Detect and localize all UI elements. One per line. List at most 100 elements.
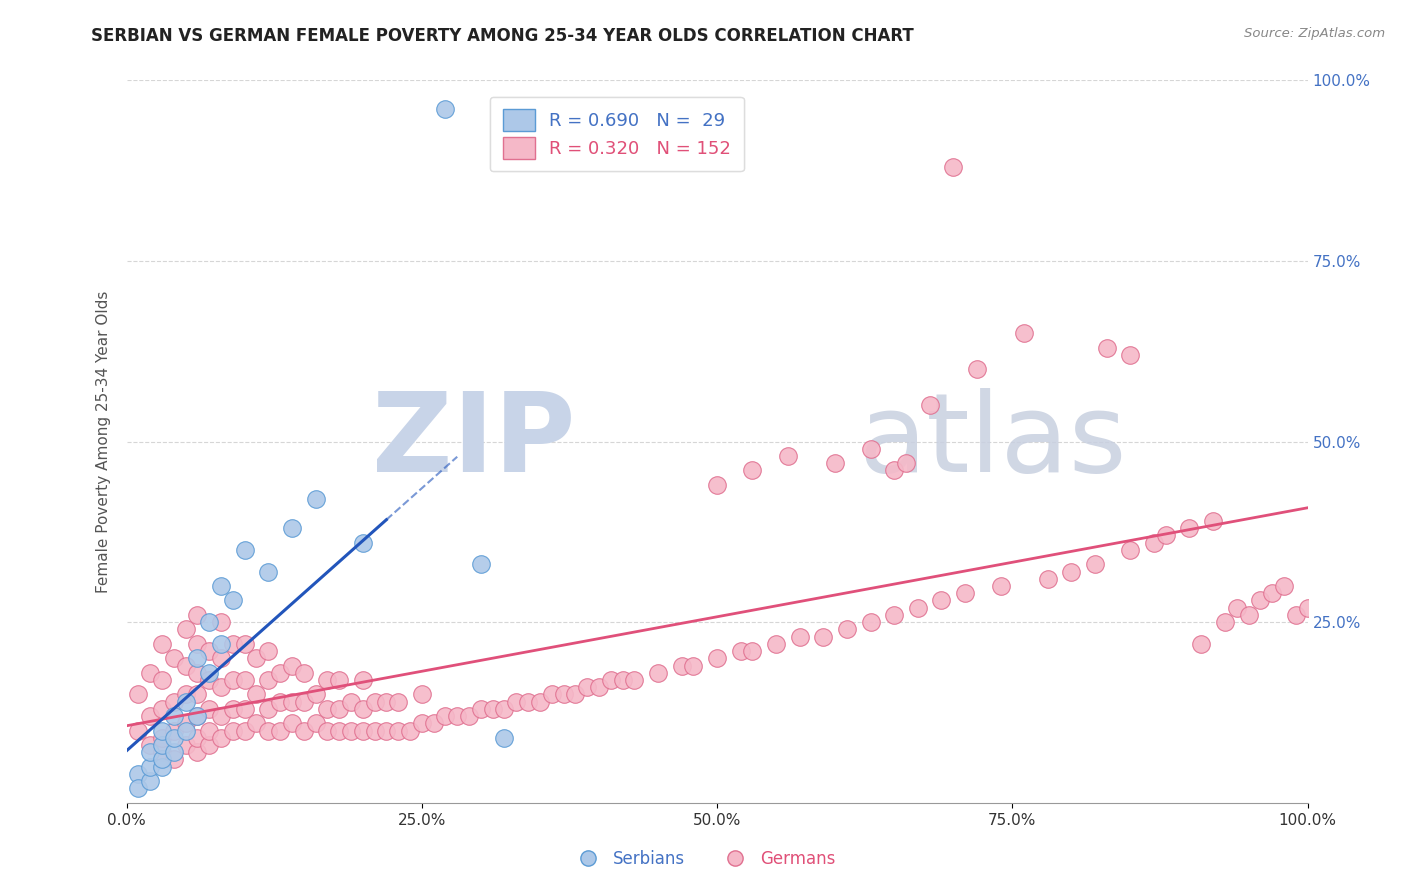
Point [186, 687, 208, 701]
Point [352, 535, 374, 549]
Point [1119, 348, 1142, 362]
Point [564, 687, 586, 701]
Point [599, 673, 621, 687]
Point [186, 651, 208, 665]
Point [209, 579, 232, 593]
Point [257, 673, 280, 687]
Point [233, 723, 256, 738]
Point [269, 723, 291, 738]
Point [883, 463, 905, 477]
Point [387, 723, 409, 738]
Point [1060, 565, 1083, 579]
Point [411, 716, 433, 731]
Point [470, 558, 492, 572]
Point [139, 774, 162, 789]
Point [1036, 572, 1059, 586]
Point [209, 637, 232, 651]
Point [198, 738, 221, 752]
Point [281, 658, 304, 673]
Point [623, 673, 645, 687]
Y-axis label: Female Poverty Among 25-34 Year Olds: Female Poverty Among 25-34 Year Olds [96, 291, 111, 592]
Point [163, 752, 186, 766]
Point [209, 709, 232, 723]
Point [422, 716, 444, 731]
Point [245, 716, 267, 731]
Point [304, 716, 326, 731]
Point [706, 651, 728, 665]
Point [163, 651, 186, 665]
Point [186, 731, 208, 745]
Point [174, 738, 197, 752]
Point [894, 456, 917, 470]
Point [1084, 558, 1107, 572]
Point [209, 651, 232, 665]
Point [198, 615, 221, 630]
Point [741, 463, 763, 477]
Point [458, 709, 481, 723]
Point [671, 658, 693, 673]
Point [706, 478, 728, 492]
Point [257, 702, 280, 716]
Point [139, 709, 162, 723]
Point [209, 615, 232, 630]
Point [1261, 586, 1284, 600]
Point [186, 709, 208, 723]
Point [328, 702, 350, 716]
Point [883, 607, 905, 622]
Point [222, 723, 245, 738]
Point [150, 760, 173, 774]
Point [813, 630, 835, 644]
Point [1178, 521, 1201, 535]
Point [1202, 514, 1225, 528]
Point [824, 456, 846, 470]
Point [281, 695, 304, 709]
Point [741, 644, 763, 658]
Point [163, 695, 186, 709]
Point [576, 680, 599, 694]
Point [1285, 607, 1308, 622]
Point [517, 695, 540, 709]
Point [269, 695, 291, 709]
Point [174, 658, 197, 673]
Point [233, 637, 256, 651]
Point [304, 687, 326, 701]
Point [328, 673, 350, 687]
Point [257, 644, 280, 658]
Point [222, 593, 245, 607]
Point [434, 709, 457, 723]
Point [163, 723, 186, 738]
Point [612, 673, 634, 687]
Point [186, 745, 208, 759]
Point [363, 695, 385, 709]
Point [281, 716, 304, 731]
Legend: R = 0.690   N =  29, R = 0.320   N = 152: R = 0.690 N = 29, R = 0.320 N = 152 [489, 96, 744, 171]
Point [375, 723, 398, 738]
Point [139, 745, 162, 759]
Point [174, 695, 197, 709]
Point [174, 623, 197, 637]
Point [363, 723, 385, 738]
Point [198, 723, 221, 738]
Point [553, 687, 575, 701]
Point [340, 695, 363, 709]
Point [150, 745, 173, 759]
Point [1095, 341, 1118, 355]
Point [505, 695, 527, 709]
Point [233, 702, 256, 716]
Point [730, 644, 752, 658]
Point [257, 565, 280, 579]
Point [647, 665, 669, 680]
Point [682, 658, 704, 673]
Point [931, 593, 953, 607]
Point [328, 723, 350, 738]
Point [1012, 326, 1035, 340]
Point [529, 695, 551, 709]
Point [150, 702, 173, 716]
Point [150, 752, 173, 766]
Point [966, 362, 988, 376]
Point [352, 673, 374, 687]
Point [292, 695, 315, 709]
Point [245, 687, 267, 701]
Point [174, 723, 197, 738]
Point [222, 637, 245, 651]
